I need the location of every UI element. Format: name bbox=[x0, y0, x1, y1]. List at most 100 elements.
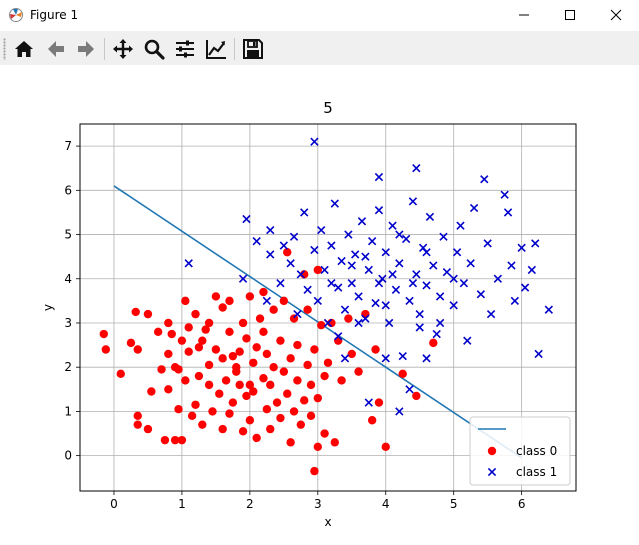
class-0-point bbox=[293, 376, 302, 385]
class-0-point bbox=[313, 393, 323, 403]
maximize-button[interactable] bbox=[547, 0, 593, 31]
legend-class-0-label: class 0 bbox=[516, 444, 557, 458]
class-1-point bbox=[252, 237, 261, 246]
class-0-point bbox=[303, 360, 312, 370]
class-1-point bbox=[412, 270, 421, 279]
y-tick-label: 3 bbox=[64, 316, 72, 330]
class-0-point bbox=[272, 398, 282, 407]
class-0-point bbox=[344, 314, 353, 323]
class-0-point bbox=[133, 420, 142, 429]
class-1-point bbox=[354, 318, 363, 328]
class-0-point bbox=[99, 329, 108, 339]
class-0-point bbox=[259, 374, 268, 383]
class-0-point bbox=[131, 307, 140, 317]
x-tick-label: 1 bbox=[178, 497, 186, 511]
scatter-plot[interactable]: 5 0 1 2 3 4 5 6 0 1 2 3 4 5 6 7 x y class 0 class 1 bbox=[0, 65, 639, 545]
close-button[interactable] bbox=[593, 0, 639, 31]
class-1-point bbox=[364, 398, 373, 407]
class-0-point bbox=[266, 424, 275, 434]
class-1-point bbox=[401, 234, 411, 244]
configure-subplots-button[interactable] bbox=[172, 36, 198, 62]
zoom-button[interactable] bbox=[141, 36, 167, 62]
class-0-point bbox=[235, 380, 244, 390]
y-axis-label: y bbox=[41, 304, 55, 311]
class-0-point bbox=[204, 380, 214, 390]
class-0-point bbox=[245, 380, 255, 390]
class-1-point bbox=[425, 212, 435, 222]
toolbar-grip bbox=[3, 38, 6, 60]
class-0-point bbox=[133, 345, 142, 354]
class-1-point bbox=[286, 259, 295, 268]
zoom-icon bbox=[144, 39, 165, 60]
class-0-point bbox=[215, 389, 224, 398]
class-1-point bbox=[334, 283, 343, 292]
class-1-point bbox=[361, 252, 370, 261]
class-0-point bbox=[177, 435, 187, 445]
home-button[interactable] bbox=[11, 36, 37, 62]
figure-canvas[interactable]: 5 0 1 2 3 4 5 6 0 1 2 3 4 5 6 7 x y class 0 class 1 bbox=[0, 65, 639, 545]
class-1-point bbox=[442, 267, 452, 277]
class-0-point bbox=[262, 349, 272, 359]
class-0-point bbox=[283, 248, 292, 257]
class-1-point bbox=[381, 248, 390, 257]
maximize-icon bbox=[565, 10, 575, 20]
edit-axis-button[interactable] bbox=[203, 36, 229, 62]
class-1-point bbox=[483, 239, 492, 248]
class-0-point bbox=[279, 296, 289, 306]
class-0-point bbox=[170, 362, 180, 372]
class-0-point bbox=[320, 371, 329, 381]
x-axis-label: x bbox=[324, 515, 331, 529]
class-1-point bbox=[303, 285, 312, 294]
forward-button[interactable] bbox=[73, 36, 99, 62]
class-0-point bbox=[167, 329, 176, 339]
class-0-point bbox=[164, 385, 173, 394]
class-0-point bbox=[242, 391, 251, 401]
class-0-point bbox=[310, 466, 319, 476]
class-0-point bbox=[198, 420, 207, 429]
class-1-point bbox=[408, 279, 418, 288]
class-0-point bbox=[218, 303, 227, 312]
class-0-point bbox=[317, 320, 326, 330]
pan-icon bbox=[113, 39, 133, 59]
class-1-point bbox=[276, 279, 285, 288]
class-0-point bbox=[187, 411, 197, 421]
class-0-point bbox=[221, 376, 231, 385]
class-1-point bbox=[531, 239, 540, 248]
class-1-point bbox=[289, 232, 299, 241]
class-0-point bbox=[160, 435, 170, 445]
class-1-point bbox=[459, 279, 469, 288]
class-0-point bbox=[157, 365, 166, 374]
class-1-point bbox=[395, 259, 404, 268]
minimize-icon bbox=[519, 14, 529, 16]
class-0-point bbox=[269, 305, 278, 314]
class-1-point bbox=[466, 259, 475, 268]
class-1-point bbox=[310, 245, 319, 255]
class-1-point bbox=[340, 354, 350, 363]
class-0-point bbox=[259, 287, 268, 297]
class-0-point bbox=[174, 404, 183, 414]
boundary-line bbox=[113, 185, 523, 459]
toolbar-separator bbox=[104, 38, 105, 60]
class-0-point bbox=[211, 345, 221, 354]
class-1-point bbox=[415, 309, 424, 319]
class-1-point bbox=[374, 172, 384, 182]
save-button[interactable] bbox=[240, 36, 266, 62]
class-0-point bbox=[238, 318, 248, 328]
class-1-point bbox=[296, 270, 305, 279]
class-0-point bbox=[191, 400, 200, 409]
back-button[interactable] bbox=[43, 36, 69, 62]
class-1-point bbox=[347, 261, 356, 270]
class-0-point bbox=[249, 387, 258, 396]
class-1-point bbox=[381, 301, 390, 310]
class-0-point bbox=[228, 351, 238, 361]
pan-button[interactable] bbox=[110, 36, 136, 62]
class-0-point bbox=[286, 438, 295, 447]
class-1-point bbox=[317, 225, 326, 235]
minimize-button[interactable] bbox=[501, 0, 547, 31]
class-1-point bbox=[439, 232, 448, 241]
class-0-point bbox=[184, 323, 193, 332]
class-0-point bbox=[225, 409, 234, 418]
class-0-point bbox=[153, 327, 163, 337]
class-1-point bbox=[415, 323, 424, 332]
class-1-point bbox=[398, 351, 407, 361]
